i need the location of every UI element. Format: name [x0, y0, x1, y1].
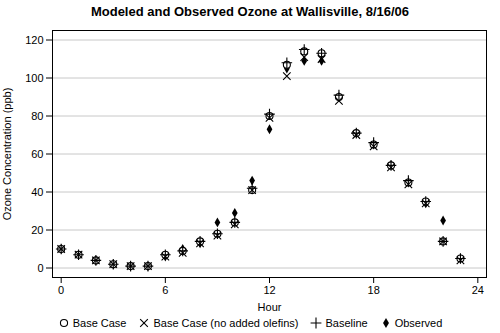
- svg-text:100: 100: [25, 72, 43, 84]
- svg-text:0: 0: [37, 262, 43, 274]
- svg-text:80: 80: [31, 110, 43, 122]
- svg-text:40: 40: [31, 186, 43, 198]
- svg-text:12: 12: [263, 284, 275, 296]
- svg-text:18: 18: [368, 284, 380, 296]
- html-text:Base Case (no added olefins): Base Case (no added olefins): [153, 317, 299, 329]
- html-text:Baseline: Baseline: [325, 317, 368, 329]
- html-text:Base Case: Base Case: [72, 317, 127, 329]
- svg-text:6: 6: [162, 284, 168, 296]
- svg-text:120: 120: [25, 34, 43, 46]
- svg-text:Hour: Hour: [258, 301, 282, 313]
- svg-text:Ozone Concentration (ppb): Ozone Concentration (ppb): [1, 88, 13, 221]
- svg-text:0: 0: [58, 284, 64, 296]
- html-text:Observed: Observed: [394, 317, 443, 329]
- svg-text:60: 60: [31, 148, 43, 160]
- svg-text:20: 20: [31, 224, 43, 236]
- html-text:Modeled and Observed Ozone at: Modeled and Observed Ozone at Wallisvill…: [90, 4, 410, 19]
- svg-text:24: 24: [472, 284, 484, 296]
